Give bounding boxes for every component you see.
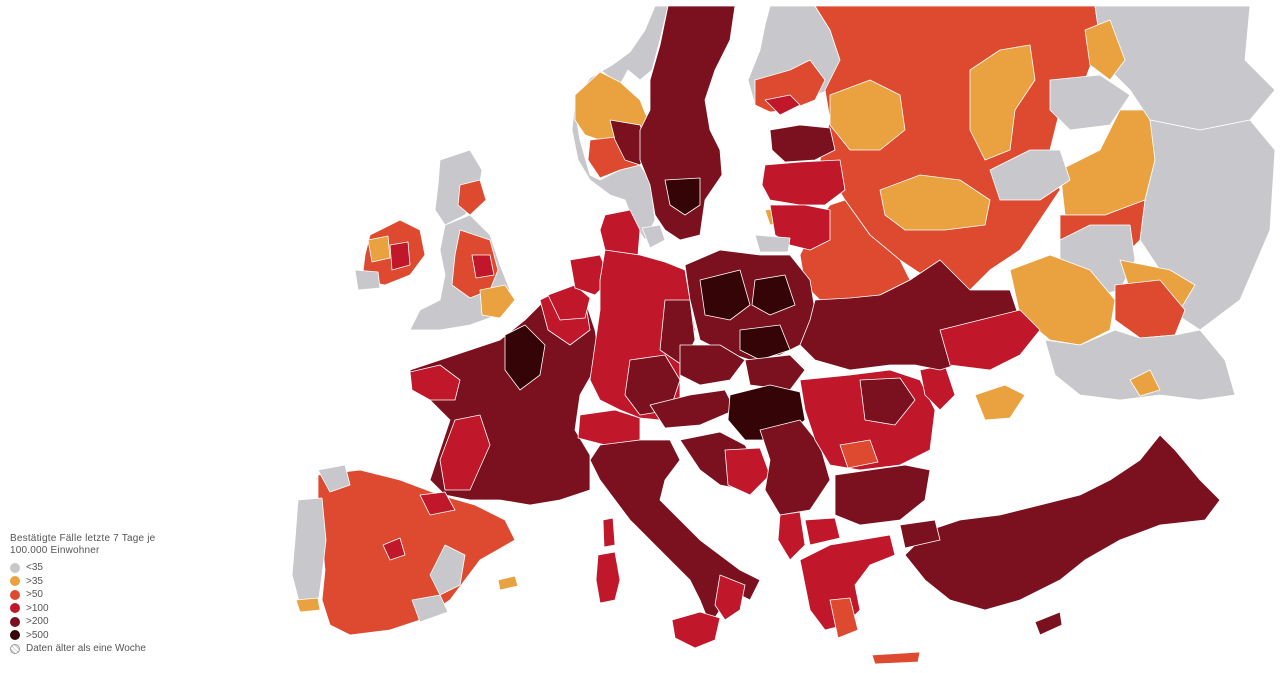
- region-spain-grey-east[interactable]: [429, 544, 466, 596]
- legend-label-stale: Daten älter als eine Woche: [26, 643, 146, 655]
- legend-item-gt200: >200: [10, 615, 210, 629]
- region-czechia[interactable]: [679, 344, 746, 386]
- region-russia-orange-1[interactable]: [829, 79, 906, 151]
- region-italy-crimson-south[interactable]: [714, 574, 746, 621]
- region-crimea[interactable]: [974, 384, 1026, 421]
- region-poland-dark-1[interactable]: [699, 269, 751, 321]
- legend-swatch-gt50: [10, 589, 20, 600]
- region-macedonia[interactable]: [804, 517, 841, 546]
- region-turkey[interactable]: [904, 434, 1221, 611]
- region-sicily[interactable]: [671, 611, 721, 649]
- region-bosnia[interactable]: [724, 447, 771, 496]
- legend-title-line2: 100.000 Einwohner: [10, 545, 100, 556]
- legend-item-gt500: >500: [10, 629, 210, 643]
- region-cyprus[interactable]: [1034, 611, 1063, 636]
- legend-item-gt50: >50: [10, 588, 210, 602]
- region-ireland-grey[interactable]: [354, 269, 381, 291]
- region-kaliningrad[interactable]: [754, 234, 791, 253]
- region-ireland-crimson[interactable]: [389, 241, 411, 271]
- legend-swatch-lt35: [10, 562, 20, 573]
- region-russia-grey-2[interactable]: [989, 149, 1071, 201]
- region-greece[interactable]: [799, 534, 896, 631]
- region-ireland-orange[interactable]: [367, 235, 391, 263]
- region-poland-dark-2[interactable]: [751, 274, 796, 316]
- region-france-crimson-pyr[interactable]: [419, 491, 456, 516]
- legend-swatch-gt500: [10, 630, 20, 641]
- region-switzerland[interactable]: [577, 409, 641, 446]
- region-portugal-orange[interactable]: [295, 597, 321, 613]
- region-russia-orange-2[interactable]: [969, 44, 1036, 161]
- legend-label-gt500: >500: [26, 629, 49, 641]
- region-bulgaria[interactable]: [834, 464, 931, 526]
- region-sweden[interactable]: [639, 5, 736, 241]
- region-scotland-red[interactable]: [457, 179, 487, 216]
- region-russia-orange-3[interactable]: [879, 174, 991, 231]
- region-england-crimson[interactable]: [471, 254, 495, 279]
- region-finland-helsinki[interactable]: [764, 94, 801, 116]
- region-albania[interactable]: [777, 511, 806, 561]
- region-poland-dark-3[interactable]: [739, 324, 791, 361]
- region-greece-red[interactable]: [829, 597, 859, 639]
- legend-item-stale: Daten älter als eine Woche: [10, 642, 210, 656]
- region-russia-grey-south[interactable]: [1044, 329, 1236, 401]
- legend-label-gt200: >200: [26, 616, 49, 628]
- hatched-circle-icon: [10, 643, 20, 654]
- region-spain-crimson[interactable]: [382, 537, 406, 561]
- region-latvia[interactable]: [761, 159, 846, 206]
- region-france-north[interactable]: [504, 324, 546, 391]
- legend-item-gt35: >35: [10, 575, 210, 589]
- region-russia-orange-7[interactable]: [1129, 369, 1161, 397]
- region-ukraine-east[interactable]: [939, 309, 1041, 371]
- region-romania-red[interactable]: [839, 439, 879, 469]
- region-sardinia[interactable]: [595, 551, 621, 604]
- legend-label-lt35: <35: [26, 562, 43, 574]
- region-denmark-islands[interactable]: [641, 224, 666, 249]
- region-russia-orange-ne[interactable]: [1084, 19, 1126, 81]
- region-corsica[interactable]: [602, 517, 616, 548]
- map-legend: Bestätigte Fälle letzte 7 Tage je 100.00…: [10, 533, 210, 656]
- region-crete[interactable]: [871, 651, 921, 665]
- region-turkey-thrace[interactable]: [899, 519, 941, 549]
- legend-swatch-gt35: [10, 576, 20, 587]
- region-baleares[interactable]: [497, 575, 519, 591]
- legend-item-lt35: <35: [10, 561, 210, 575]
- legend-label-gt35: >35: [26, 575, 43, 587]
- region-spain-grey-south[interactable]: [411, 594, 449, 623]
- legend-swatch-gt200: [10, 616, 20, 627]
- legend-label-gt50: >50: [26, 589, 43, 601]
- legend-swatch-gt100: [10, 603, 20, 614]
- region-france-crimson-sw[interactable]: [439, 414, 491, 491]
- region-france-crimson-west[interactable]: [409, 364, 461, 401]
- legend-title-line1: Bestätigte Fälle letzte 7 Tage je: [10, 533, 156, 544]
- region-spain-grey-north[interactable]: [317, 464, 351, 493]
- region-belgium[interactable]: [547, 284, 591, 321]
- region-estonia[interactable]: [769, 124, 836, 163]
- region-sweden-south[interactable]: [664, 177, 701, 216]
- region-russia-grey-mid[interactable]: [1049, 74, 1131, 131]
- region-portugal[interactable]: [291, 497, 327, 606]
- region-slovakia[interactable]: [744, 354, 806, 391]
- legend-title: Bestätigte Fälle letzte 7 Tage je 100.00…: [10, 533, 210, 557]
- legend-label-gt100: >100: [26, 602, 49, 614]
- region-romania-dark[interactable]: [859, 377, 916, 426]
- legend-item-gt100: >100: [10, 602, 210, 616]
- region-serbia[interactable]: [759, 419, 831, 516]
- region-england-orange[interactable]: [479, 284, 516, 319]
